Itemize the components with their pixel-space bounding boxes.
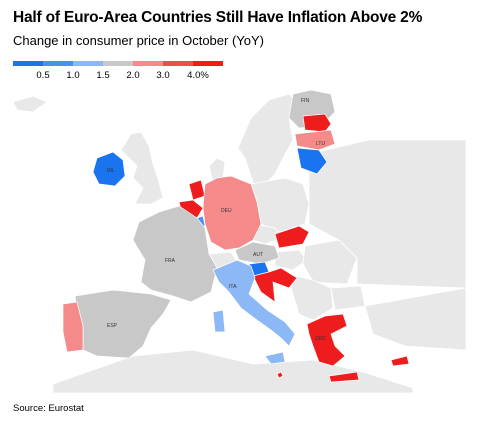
- land-scandinavia: [237, 93, 298, 189]
- legend-tick: 2.0: [126, 70, 140, 81]
- country-portugal: [62, 301, 84, 353]
- legend-swatch: [193, 61, 223, 66]
- legend-tick: 4.0%: [187, 70, 209, 81]
- label-ita: ITA: [229, 284, 237, 290]
- land-africa: [52, 349, 414, 393]
- color-legend: 0.5 1.0 1.5 2.0 3.0 4.0%: [13, 61, 225, 81]
- country-italy: [212, 259, 296, 347]
- country-sardinia: [212, 309, 226, 333]
- country-greece: [306, 313, 348, 367]
- label-deu: DEU: [221, 208, 232, 214]
- legend-swatch: [163, 61, 193, 66]
- land-uk: [120, 131, 164, 205]
- legend-tick: 1.0: [66, 70, 80, 81]
- country-cyprus: [390, 355, 410, 367]
- label-grc: GRC: [315, 336, 327, 342]
- country-sicily: [264, 351, 286, 365]
- label-ltu: LTU: [316, 141, 325, 147]
- label-fin: FIN: [301, 98, 309, 104]
- label-irl: IRL: [107, 168, 115, 174]
- country-latvia: [294, 129, 336, 151]
- land-eastern-europe: [308, 139, 466, 289]
- country-estonia: [302, 113, 332, 133]
- country-croatia: [252, 267, 298, 303]
- legend-swatch: [43, 61, 73, 66]
- legend-tick: 3.0: [156, 70, 170, 81]
- country-spain: [74, 289, 172, 359]
- label-aut: AUT: [253, 252, 263, 258]
- legend-swatch: [73, 61, 103, 66]
- europe-map: FIN IRL LTU DEU FRA AUT ITA ESP GRC: [13, 89, 466, 393]
- country-austria: [234, 241, 280, 265]
- legend-swatch: [133, 61, 163, 66]
- land-hungary: [274, 249, 308, 271]
- legend-swatches: [13, 61, 225, 66]
- land-denmark: [208, 157, 226, 183]
- land-turkey: [364, 287, 466, 351]
- country-netherlands: [188, 179, 206, 201]
- country-crete: [328, 371, 360, 383]
- country-malta: [276, 371, 284, 379]
- land-balkans: [286, 273, 334, 321]
- legend-ticks: 0.5 1.0 1.5 2.0 3.0 4.0%: [13, 70, 225, 84]
- land-iceland: [13, 95, 48, 113]
- legend-swatch: [13, 61, 43, 66]
- source-note: Source: Eurostat: [13, 403, 84, 414]
- country-lithuania: [296, 147, 328, 175]
- country-germany: [202, 175, 262, 251]
- legend-tick: 0.5: [36, 70, 50, 81]
- country-france: [132, 205, 218, 303]
- legend-tick: 1.5: [96, 70, 110, 81]
- chart-title: Half of Euro-Area Countries Still Have I…: [13, 9, 423, 26]
- land-bulgaria: [330, 285, 366, 311]
- label-fra: FRA: [165, 258, 176, 264]
- legend-swatch: [103, 61, 133, 66]
- chart-subtitle: Change in consumer price in October (YoY…: [13, 33, 264, 48]
- country-ireland: [92, 151, 126, 187]
- country-slovakia: [274, 225, 310, 249]
- label-esp: ESP: [107, 323, 118, 329]
